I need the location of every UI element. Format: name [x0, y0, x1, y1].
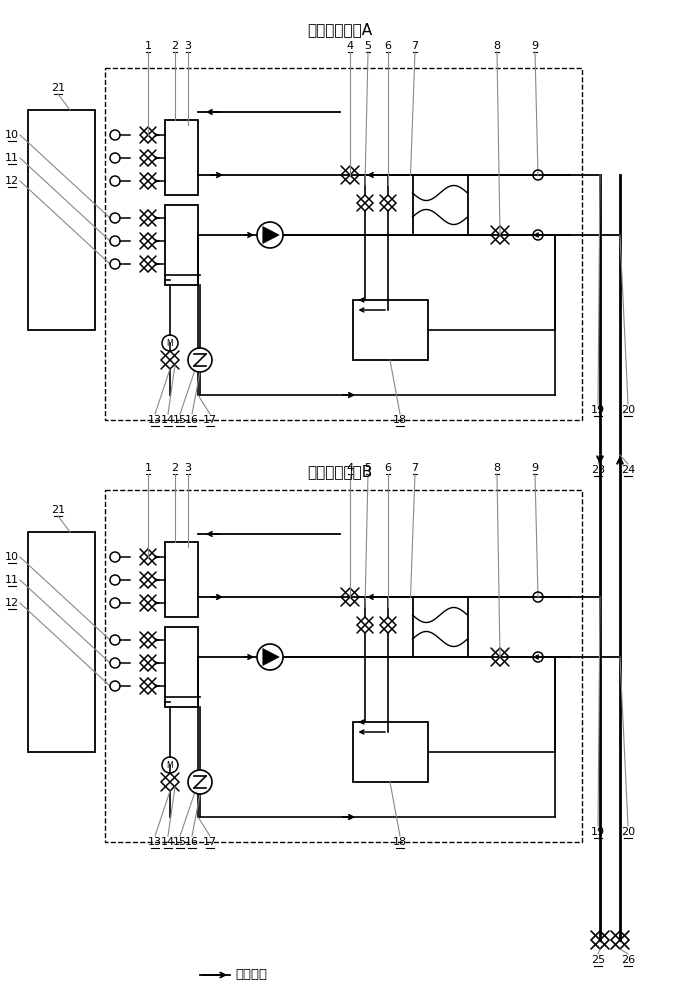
Text: 16: 16	[185, 837, 199, 847]
Text: 4: 4	[347, 41, 353, 51]
Text: 23: 23	[591, 465, 605, 475]
Bar	[353, 722, 427, 782]
Text: 25: 25	[591, 955, 605, 965]
Text: 12: 12	[5, 176, 19, 186]
Text: 12: 12	[5, 598, 19, 608]
Text: 18: 18	[393, 837, 407, 847]
Bar	[413, 175, 468, 235]
Text: 9: 9	[531, 463, 539, 473]
Text: 2: 2	[172, 463, 178, 473]
Text: 分布式能源站A: 分布式能源站A	[307, 22, 373, 37]
Text: 26: 26	[621, 955, 635, 965]
Bar	[413, 597, 468, 657]
Text: 19: 19	[591, 827, 605, 837]
Text: 8: 8	[493, 41, 501, 51]
Text: 18: 18	[393, 415, 407, 425]
Text: 7: 7	[411, 463, 418, 473]
Text: 4: 4	[347, 463, 353, 473]
Polygon shape	[263, 227, 279, 243]
Text: 8: 8	[493, 463, 501, 473]
Text: 5: 5	[364, 41, 371, 51]
Text: 3: 3	[185, 41, 192, 51]
Text: 5: 5	[364, 463, 371, 473]
Text: 2: 2	[172, 41, 178, 51]
Bar	[353, 300, 427, 360]
Polygon shape	[263, 649, 279, 665]
Text: 10: 10	[5, 552, 19, 562]
Text: 6: 6	[384, 41, 391, 51]
Text: 1: 1	[145, 463, 152, 473]
Text: 11: 11	[5, 575, 19, 585]
Text: 24: 24	[621, 465, 635, 475]
Bar	[165, 120, 198, 195]
Text: 17: 17	[203, 415, 217, 425]
Bar	[165, 205, 198, 285]
Text: 14: 14	[161, 415, 175, 425]
Bar	[165, 542, 198, 617]
Text: 10: 10	[5, 130, 19, 140]
Text: M: M	[167, 760, 174, 770]
Text: 7: 7	[411, 41, 418, 51]
Text: 19: 19	[591, 405, 605, 415]
Text: M: M	[167, 338, 174, 348]
Text: 14: 14	[161, 837, 175, 847]
Text: 9: 9	[531, 41, 539, 51]
Text: 21: 21	[51, 505, 65, 515]
Bar	[165, 627, 198, 707]
Text: 6: 6	[384, 463, 391, 473]
Text: 15: 15	[173, 837, 187, 847]
Bar	[28, 532, 95, 752]
Text: 11: 11	[5, 153, 19, 163]
Circle shape	[257, 644, 283, 670]
Circle shape	[188, 770, 212, 794]
Circle shape	[257, 222, 283, 248]
Circle shape	[188, 348, 212, 372]
Text: 1: 1	[145, 41, 152, 51]
Text: 20: 20	[621, 405, 635, 415]
Text: 20: 20	[621, 827, 635, 837]
Text: 21: 21	[51, 83, 65, 93]
Text: 13: 13	[148, 415, 162, 425]
Text: 流动方向: 流动方向	[235, 968, 267, 982]
Text: 16: 16	[185, 415, 199, 425]
Text: 分布式能源站B: 分布式能源站B	[307, 464, 373, 480]
Bar	[28, 110, 95, 330]
Text: 3: 3	[185, 463, 192, 473]
Text: 17: 17	[203, 837, 217, 847]
Text: 15: 15	[173, 415, 187, 425]
Text: 13: 13	[148, 837, 162, 847]
